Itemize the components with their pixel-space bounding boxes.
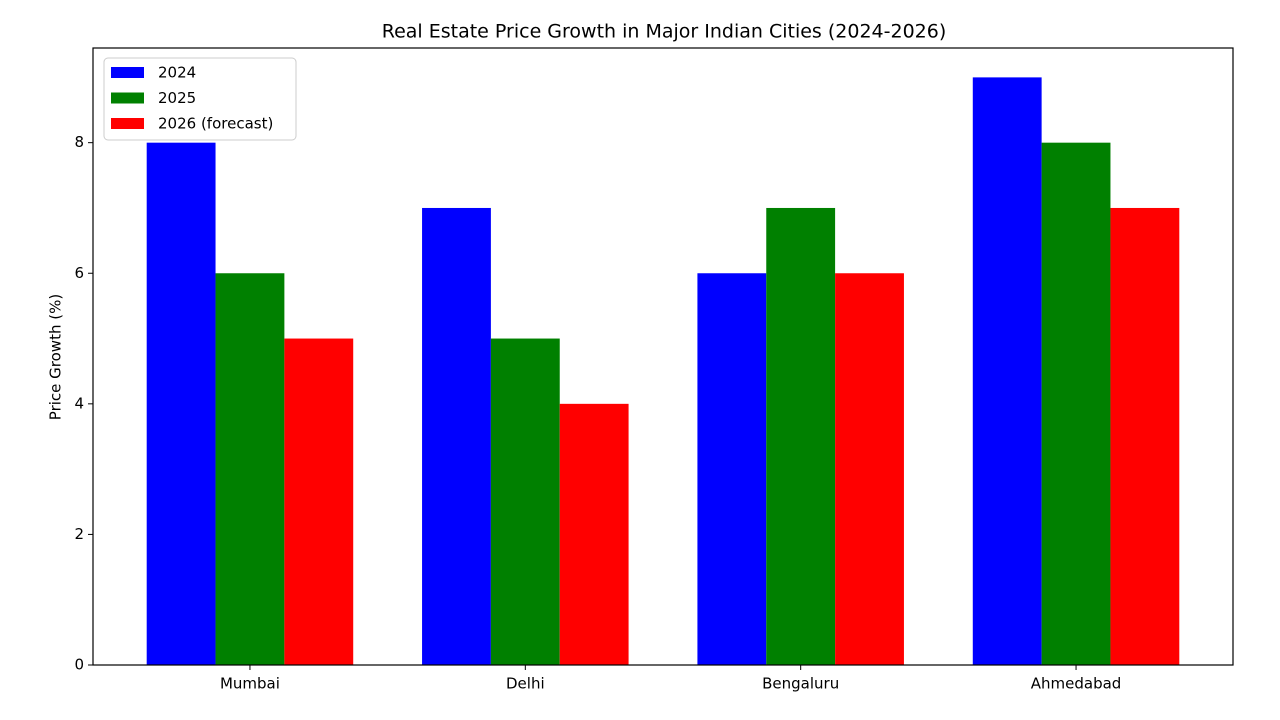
bar: [1041, 142, 1111, 666]
legend-box: [103, 57, 297, 141]
legend-swatch: [111, 92, 144, 104]
legend-label: 2025: [158, 89, 196, 107]
x-tick-label: Ahmedabad: [1031, 675, 1122, 693]
legend-label: 2026 (forecast): [158, 115, 273, 133]
chart-title: Real Estate Price Growth in Major Indian…: [382, 21, 947, 43]
y-tick-label: 6: [74, 264, 84, 282]
bar: [697, 273, 767, 665]
bar: [835, 273, 904, 665]
bar: [1110, 207, 1180, 666]
y-tick-label: 4: [74, 394, 84, 412]
bar: [422, 207, 491, 666]
y-tick-label: 0: [74, 656, 84, 674]
y-tick-label: 2: [74, 525, 84, 543]
bar: [766, 207, 836, 666]
x-tick-label: Bengaluru: [762, 675, 839, 693]
bar: [490, 338, 560, 665]
y-tick-label: 8: [74, 133, 84, 151]
legend-swatch: [111, 67, 144, 78]
x-tick-label: Delhi: [506, 675, 545, 693]
bar: [146, 142, 216, 666]
bar: [215, 273, 285, 665]
y-axis-label: Price Growth (%): [47, 294, 65, 420]
legend-label: 2024: [158, 64, 196, 82]
bar: [284, 338, 354, 665]
legend-swatch: [111, 118, 144, 129]
bar: [559, 403, 629, 665]
plot-frame: [92, 47, 1234, 666]
bar: [972, 77, 1042, 665]
x-tick-label: Mumbai: [220, 675, 280, 693]
